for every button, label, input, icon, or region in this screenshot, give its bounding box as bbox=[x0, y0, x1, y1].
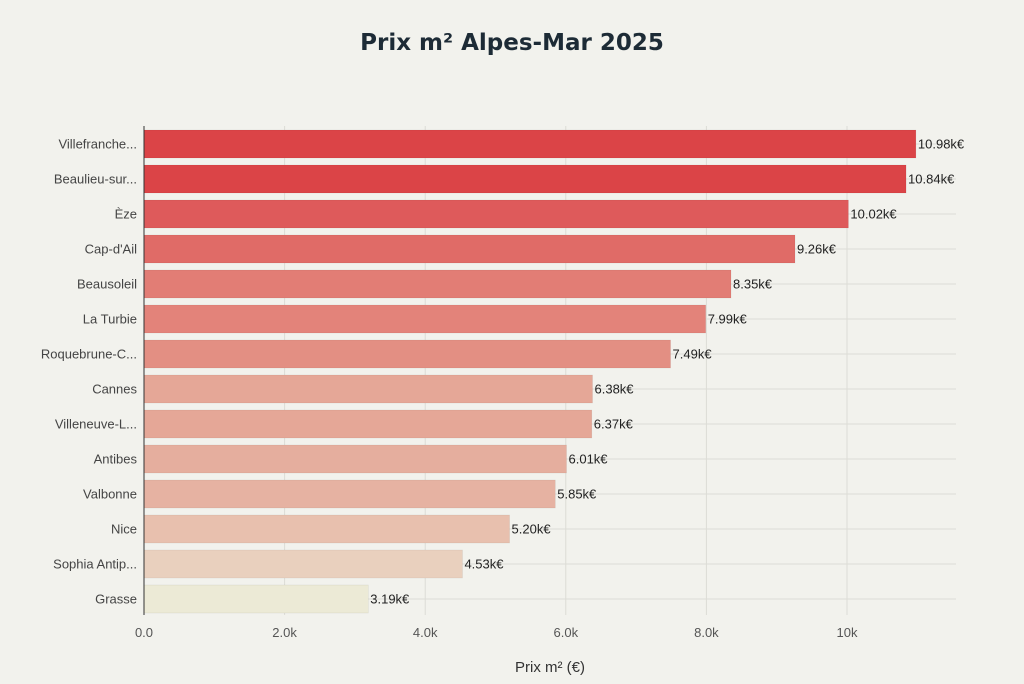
data-label: 10.98k€ bbox=[918, 137, 965, 152]
x-tick-label: 4.0k bbox=[413, 625, 438, 640]
category-label: Grasse bbox=[95, 592, 137, 607]
data-label: 3.19k€ bbox=[370, 592, 410, 607]
bar bbox=[143, 584, 369, 614]
data-label: 6.01k€ bbox=[569, 452, 609, 467]
chart-title: Prix m² Alpes-Mar 2025 bbox=[360, 30, 664, 56]
bar bbox=[143, 374, 593, 404]
category-label: Valbonne bbox=[83, 487, 137, 502]
data-label: 4.53k€ bbox=[464, 557, 504, 572]
x-tick-labels: 0.0 2.0k 4.0k 6.0k 8.0k 10k bbox=[135, 625, 858, 640]
category-label: Antibes bbox=[94, 452, 138, 467]
bar bbox=[143, 199, 849, 229]
bar bbox=[143, 234, 796, 264]
category-label: La Turbie bbox=[83, 312, 137, 327]
category-label: Sophia Antip... bbox=[53, 557, 137, 572]
bars bbox=[143, 129, 917, 614]
x-tick-label: 8.0k bbox=[694, 625, 719, 640]
x-axis-title: Prix m² (€) bbox=[515, 659, 585, 676]
category-label: Cap-d'Ail bbox=[85, 242, 137, 257]
x-tick-label: 10k bbox=[837, 625, 858, 640]
bar bbox=[143, 479, 556, 509]
category-label: Villefranche... bbox=[58, 137, 137, 152]
category-label: Beaulieu-sur... bbox=[54, 172, 137, 187]
bar bbox=[143, 304, 706, 334]
data-label: 7.49k€ bbox=[673, 347, 713, 362]
x-tick-label: 0.0 bbox=[135, 625, 153, 640]
bar bbox=[143, 514, 510, 544]
category-label: Cannes bbox=[92, 382, 137, 397]
bar bbox=[143, 444, 567, 474]
bar bbox=[143, 409, 593, 439]
x-tick-label: 6.0k bbox=[554, 625, 579, 640]
data-label: 5.85k€ bbox=[557, 487, 597, 502]
data-label: 6.37k€ bbox=[594, 417, 634, 432]
category-label: Nice bbox=[111, 522, 137, 537]
bar bbox=[143, 164, 907, 194]
data-label: 8.35k€ bbox=[733, 277, 773, 292]
bar bbox=[143, 129, 917, 159]
data-label: 10.84k€ bbox=[908, 172, 955, 187]
bar bbox=[143, 549, 463, 579]
data-label: 5.20k€ bbox=[512, 522, 552, 537]
data-labels: 10.98k€ 10.84k€ 10.02k€ 9.26k€ 8.35k€ 7.99k€ 7… bbox=[370, 137, 965, 607]
category-labels: Villefranche... Beaulieu-sur... Èze Cap-d'A… bbox=[41, 137, 138, 607]
data-label: 6.38k€ bbox=[595, 382, 635, 397]
bar bbox=[143, 339, 671, 369]
bar bbox=[143, 269, 732, 299]
category-label: Villeneuve-L... bbox=[55, 417, 137, 432]
category-label: Beausoleil bbox=[77, 277, 137, 292]
category-label: Èze bbox=[115, 207, 137, 222]
data-label: 9.26k€ bbox=[797, 242, 837, 257]
data-label: 10.02k€ bbox=[850, 207, 897, 222]
x-tick-label: 2.0k bbox=[272, 625, 297, 640]
category-label: Roquebrune-C... bbox=[41, 347, 137, 362]
data-label: 7.99k€ bbox=[708, 312, 748, 327]
